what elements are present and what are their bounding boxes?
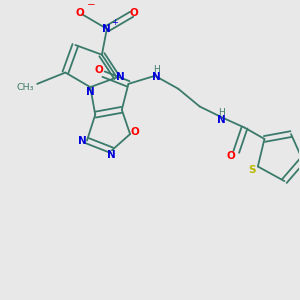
- Text: N: N: [78, 136, 86, 146]
- Text: N: N: [103, 24, 111, 34]
- Text: CH₃: CH₃: [16, 83, 34, 92]
- Text: N: N: [217, 115, 226, 124]
- Text: +: +: [111, 19, 118, 28]
- Text: O: O: [76, 8, 85, 18]
- Text: O: O: [227, 151, 236, 161]
- Text: −: −: [87, 0, 96, 10]
- Text: H: H: [153, 65, 160, 74]
- Text: O: O: [129, 8, 138, 18]
- Text: N: N: [86, 87, 95, 97]
- Text: N: N: [107, 150, 116, 160]
- Text: H: H: [218, 108, 225, 117]
- Text: N: N: [116, 72, 125, 82]
- Text: N: N: [152, 72, 161, 82]
- Text: S: S: [248, 165, 256, 175]
- Text: O: O: [131, 128, 140, 137]
- Text: O: O: [94, 65, 103, 75]
